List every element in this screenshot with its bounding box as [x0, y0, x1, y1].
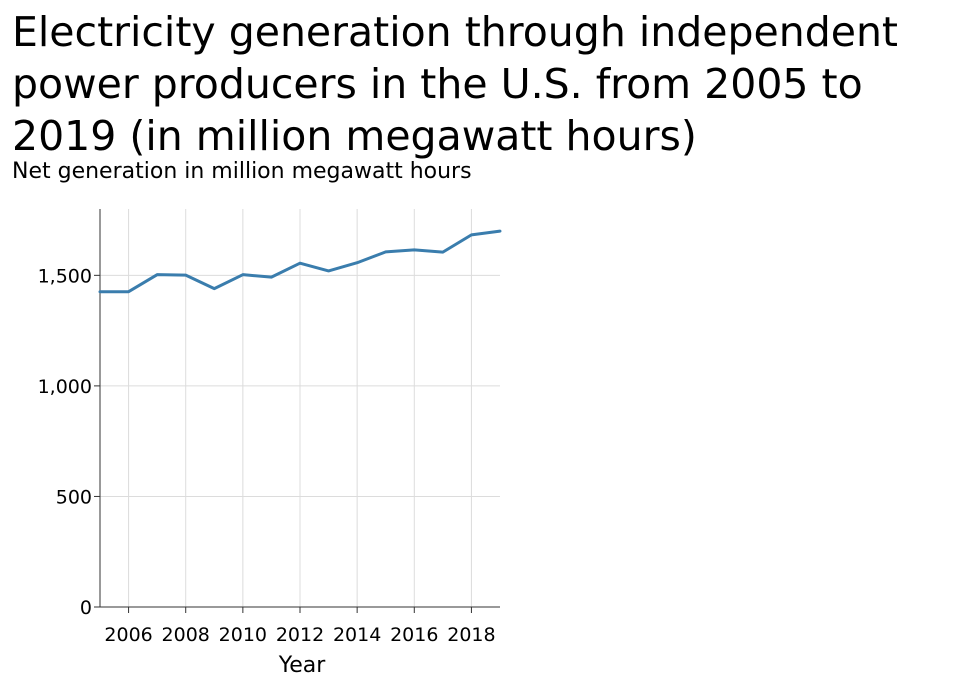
- series-layer: [98, 229, 502, 294]
- y-tick-label: 500: [56, 486, 92, 508]
- x-tick-label: 2006: [104, 624, 152, 646]
- x-tick-label: 2014: [333, 624, 381, 646]
- data-point: [384, 250, 387, 253]
- data-point: [270, 276, 273, 279]
- data-point: [156, 273, 159, 276]
- data-point: [441, 251, 444, 254]
- data-point: [327, 269, 330, 272]
- series-line: [98, 229, 502, 294]
- y-tick-label: 0: [80, 597, 92, 619]
- chart-title: Electricity generation through independe…: [12, 8, 899, 160]
- x-axis-title: Year: [278, 653, 327, 678]
- data-point: [99, 290, 102, 293]
- data-point: [499, 230, 502, 233]
- data-point: [356, 261, 359, 264]
- x-tick-label: 2010: [219, 624, 267, 646]
- y-axis-title: Net generation in million megawatt hours: [12, 159, 472, 184]
- grid: [100, 209, 500, 608]
- data-point: [413, 248, 416, 251]
- x-tick-label: 2012: [276, 624, 324, 646]
- data-point: [184, 274, 187, 277]
- data-point: [299, 262, 302, 265]
- y-tick-label: 1,500: [38, 265, 92, 287]
- axes: [94, 209, 500, 613]
- x-tick-label: 2016: [390, 624, 438, 646]
- data-point: [470, 233, 473, 236]
- x-tick-label: 2018: [447, 624, 495, 646]
- data-point: [213, 287, 216, 290]
- data-point: [127, 290, 130, 293]
- y-tick-label: 1,000: [38, 376, 92, 398]
- data-point: [241, 273, 244, 276]
- tick-labels: 2006 2008 2010 2012 2014 2016 2018 0 500 1,000 1,5…: [38, 265, 496, 646]
- x-tick-label: 2008: [162, 624, 210, 646]
